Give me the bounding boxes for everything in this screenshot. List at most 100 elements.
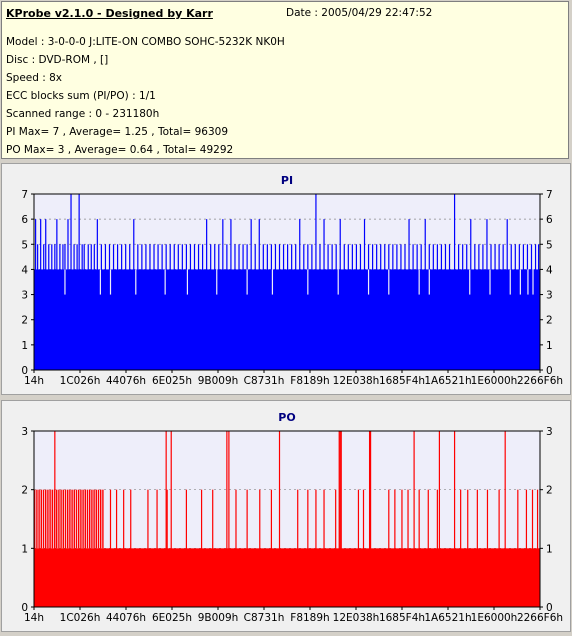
pi-bar: [238, 244, 240, 370]
pi-bar: [165, 244, 167, 370]
pi-bar: [133, 219, 135, 370]
pi-bar: [537, 244, 540, 370]
po-bar: [130, 489, 132, 607]
po-bar: [82, 489, 84, 549]
pi-y-tick-label-left: 6: [21, 214, 28, 226]
po-x-tick-label: 1E6000h: [471, 612, 518, 624]
po-x-tick-label: 1C026h: [60, 612, 101, 624]
po-bar: [34, 489, 36, 549]
po-bar: [100, 489, 102, 549]
po-bar: [64, 489, 67, 549]
pi-bar: [343, 244, 345, 370]
po-x-tick-label: 1A6521h: [424, 612, 471, 624]
pi-bar: [323, 219, 325, 370]
po-bar: [51, 489, 53, 549]
pi-bar: [262, 244, 264, 370]
po-bar: [62, 489, 64, 549]
pi-bar: [173, 244, 175, 370]
pi-bar: [108, 244, 111, 370]
pi-bar: [363, 219, 366, 370]
po-x-tick-label: 44076h: [106, 612, 146, 624]
po-bar: [38, 489, 40, 549]
pi-bar: [141, 244, 143, 370]
po-bar: [67, 489, 69, 549]
po-bar: [368, 431, 371, 607]
po-bar: [531, 489, 534, 607]
po-y-tick-label-left: 1: [21, 543, 28, 555]
po-y-tick-label-left: 3: [21, 426, 28, 438]
po-bar: [45, 489, 47, 549]
pi-bar: [125, 244, 127, 370]
pi-bar: [177, 244, 179, 370]
pi-x-tick-label: 44076h: [106, 375, 146, 387]
pi-bar: [466, 244, 468, 370]
po-bar: [73, 489, 75, 549]
po-y-tick-label-right: 2: [546, 485, 553, 497]
pi-bar: [181, 244, 183, 370]
po-x-tick-label: 2266F6h: [517, 612, 563, 624]
po-bar: [270, 489, 273, 607]
pi-bar: [189, 244, 192, 370]
pi-bar: [311, 244, 313, 370]
po-bar: [84, 489, 86, 549]
po-bar: [212, 489, 214, 607]
pi-chart: PI 0 0 1 1 2 2 3 3 4 4 5 5 6 6 7 7 14h 1C026h 44076h 6E025h 9…: [21, 174, 563, 387]
po-bar: [109, 489, 112, 607]
po-bar: [467, 489, 469, 607]
pi-y-tick-label-left: 7: [21, 189, 28, 201]
po-bar: [315, 489, 317, 607]
pi-bar: [56, 219, 58, 370]
po-bar: [95, 489, 97, 549]
pi-bar: [222, 219, 224, 370]
pi-bar: [70, 194, 72, 370]
po-bar: [93, 489, 95, 549]
pi-bar: [408, 219, 410, 370]
po-bar: [40, 489, 42, 549]
pi-bar: [112, 244, 115, 370]
po-y-tick-label-right: 3: [546, 426, 553, 438]
pi-x-tick-label: 1C026h: [60, 375, 101, 387]
pi-bar: [380, 244, 382, 370]
pi-dip: [186, 269, 189, 295]
po-base-fill: [34, 548, 540, 607]
pi-dip: [164, 269, 166, 295]
pi-x-tick-label: C8731h: [244, 375, 285, 387]
pi-bar: [478, 244, 480, 370]
po-bar: [49, 489, 51, 549]
pi-bar: [48, 244, 50, 370]
pi-dip: [246, 269, 248, 295]
po-bar: [115, 489, 118, 607]
po-bar: [436, 489, 438, 607]
pi-dip: [307, 269, 309, 295]
po-bar: [60, 489, 62, 549]
pi-bar: [396, 244, 398, 370]
po-bar: [200, 489, 203, 607]
po-bar: [42, 489, 45, 549]
pi-bar: [347, 244, 349, 370]
pi-bar: [355, 244, 358, 370]
po-bar: [278, 431, 281, 607]
po-x-tick-label: 9B009h: [198, 612, 239, 624]
po-bar: [486, 489, 489, 607]
pi-bar: [518, 244, 520, 370]
pi-plot-frame: [33, 193, 541, 371]
po-bar: [504, 431, 506, 607]
pi-y-tick-label-left: 3: [21, 290, 28, 302]
pi-chart-panel: PI 0 0 1 1 2 2 3 3 4 4 5 5 6 6 7 7 14h 1C026h 44076h 6E025h 9…: [1, 163, 571, 395]
pi-bar: [440, 244, 443, 370]
po-bar: [147, 489, 149, 607]
pi-bar: [400, 244, 402, 370]
pi-x-tick-label: 1A6521h: [424, 375, 471, 387]
pi-bar: [494, 244, 496, 370]
pi-dip: [489, 269, 491, 295]
pi-dip: [469, 269, 471, 295]
pi-chart-title: PI: [281, 174, 293, 187]
pi-bar: [327, 244, 329, 370]
pi-bar: [226, 244, 228, 370]
pi-bar: [35, 219, 37, 370]
pi-x-tick-label: 14h: [24, 375, 44, 387]
pi-stats-line: PI Max= 7 , Average= 1.25 , Total= 96309: [6, 126, 229, 138]
ecc-line: ECC blocks sum (PI/PO) : 1/1: [6, 90, 156, 102]
po-y-tick-label-right: 1: [546, 543, 553, 555]
pi-bar: [37, 244, 39, 370]
